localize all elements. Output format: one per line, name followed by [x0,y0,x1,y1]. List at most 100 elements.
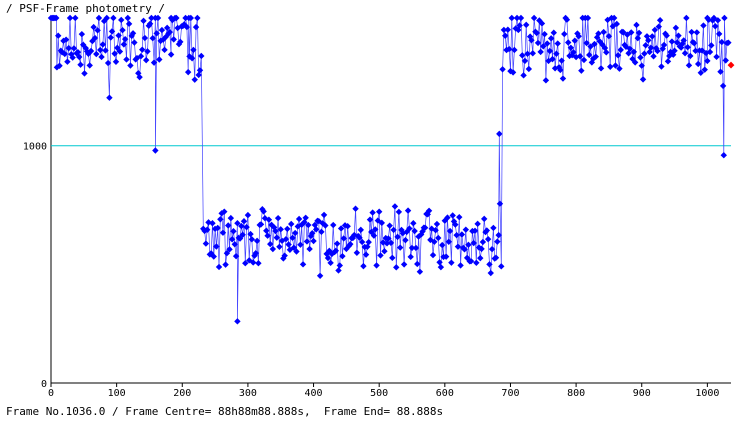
data-point [112,58,120,65]
data-point [360,262,367,270]
data-point [293,248,300,255]
data-point [65,44,72,52]
status-centre-value: 88h88m88.888s [217,405,305,418]
data-point [140,17,147,25]
data-point [456,213,463,221]
data-point [306,245,313,253]
data-point [642,42,649,49]
data-point [605,33,613,40]
data-point [116,48,124,55]
data-point [182,14,189,22]
data-point [536,17,543,24]
data-point [310,237,317,245]
data-point [267,240,274,248]
data-point [694,60,702,68]
data-point [494,238,501,245]
data-point [347,240,354,248]
data-point [232,252,240,260]
data-point [205,219,212,226]
data-point [396,244,404,251]
data-point [558,57,565,64]
data-point [389,254,396,262]
data-point [123,56,130,63]
data-point [545,57,552,65]
data-point [394,233,401,241]
data-point [614,52,622,59]
data-point [499,66,506,73]
data-point [102,47,109,54]
data-point [353,249,361,256]
data-point [154,14,162,22]
data-point [362,251,370,258]
data-point [330,221,337,229]
data-point [643,33,651,40]
data-point [249,259,257,266]
data-point [550,29,557,36]
data-point [638,62,645,69]
data-point [378,219,386,227]
data-point [708,42,715,49]
data-point [647,44,655,51]
data-point [533,29,540,37]
data-point [656,17,664,24]
photometry-series [47,14,735,325]
data-point [214,224,221,232]
data-point [719,82,727,90]
data-point [421,224,429,231]
data-point [239,231,246,238]
data-point [106,94,113,101]
data-point [672,24,680,32]
x-tick-label: 700 [501,388,519,399]
data-point [184,68,192,76]
data-point [714,17,722,24]
data-point [244,211,252,219]
photometry-plot[interactable]: 0 100 200 300 400 500 600 700 800 900 1000 0 1000 [0,0,740,400]
data-point [335,267,342,274]
axes: 0 100 200 300 400 500 600 700 800 900 1000 0 1000 [23,20,731,399]
data-point [452,221,459,228]
data-point [659,45,666,53]
data-point [316,272,324,280]
data-point [616,65,623,72]
data-point [141,34,149,42]
data-point [470,239,477,247]
data-point [601,44,609,52]
x-tick-label: 800 [567,388,585,399]
data-point [492,254,500,261]
data-point [373,262,380,269]
data-point [571,37,578,44]
data-point [597,65,605,72]
data-point [64,58,71,65]
data-point [119,26,126,34]
status-prefix: Frame No. [6,405,66,418]
data-point [166,28,174,36]
data-point [78,30,86,38]
data-point [127,62,134,69]
data-point [563,16,571,23]
data-point [424,211,431,218]
data-point [442,253,450,260]
data-point [234,220,241,227]
data-point [706,48,714,56]
data-point [108,28,116,35]
data-point [688,28,695,36]
data-point [290,244,298,251]
x-tick-label: 0 [48,388,54,399]
data-point [628,29,635,36]
data-point [498,263,505,270]
data-point [448,259,455,266]
data-point [655,23,662,30]
data-point [62,36,70,43]
data-point [399,230,407,237]
data-point [595,30,602,37]
data-point [137,53,145,60]
data-point [705,16,712,24]
data-point [248,236,256,243]
data-point [198,52,205,60]
data-point [635,29,643,37]
data-point [273,234,280,241]
data-point [356,234,363,241]
x-tick-label: 300 [239,388,257,399]
data-point [691,39,698,47]
data-point [85,50,92,57]
